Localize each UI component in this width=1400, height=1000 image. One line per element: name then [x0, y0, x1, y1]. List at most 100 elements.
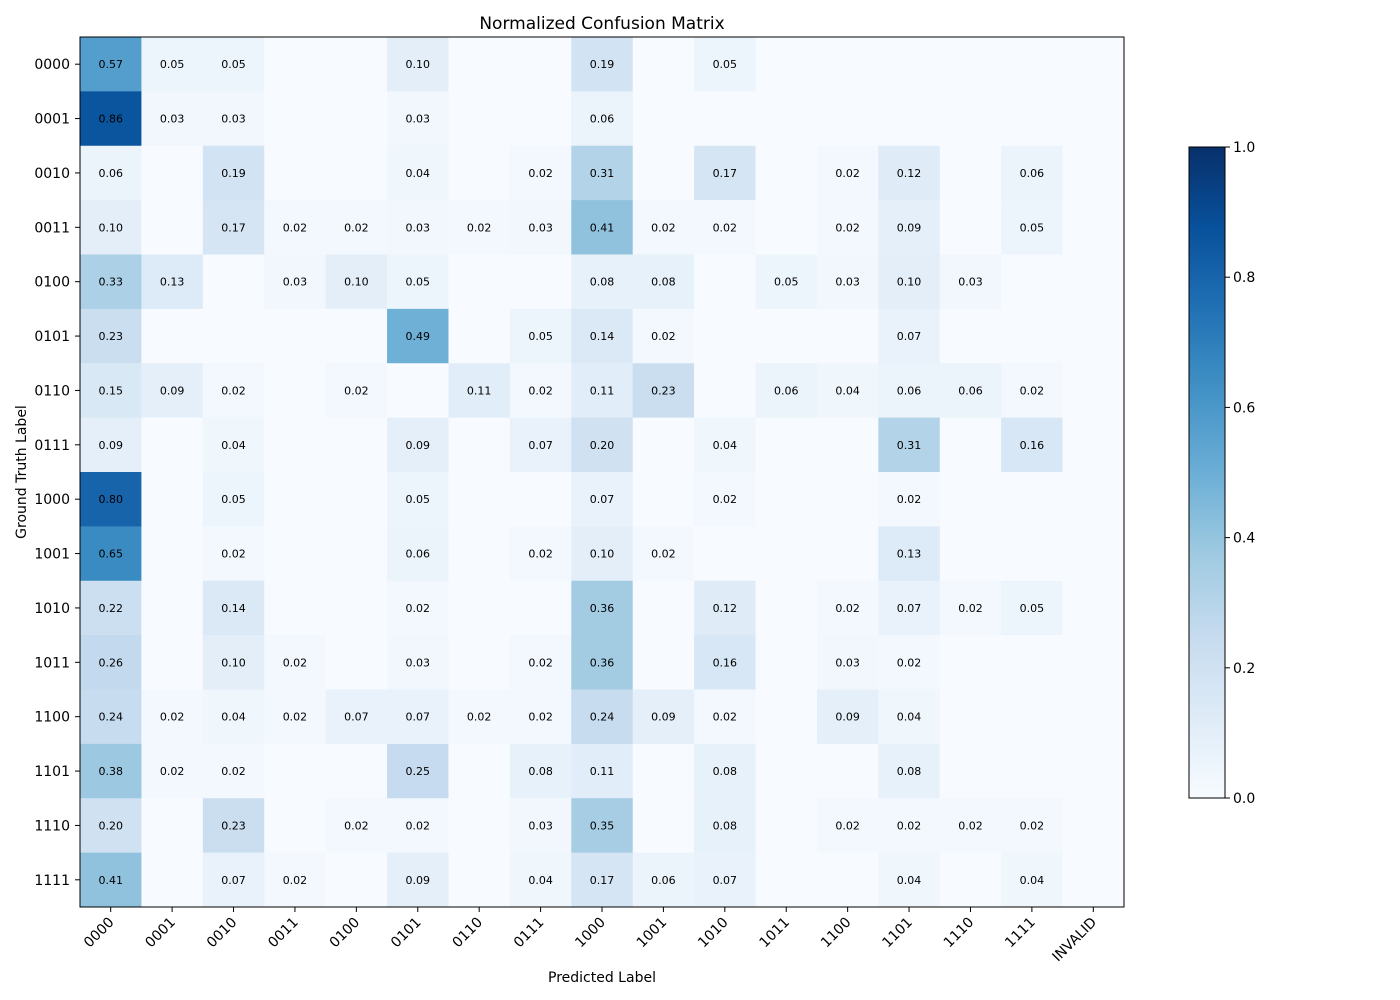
colorbar-tick-label: 0.2 [1233, 661, 1255, 677]
cell-value-label: 0.26 [98, 656, 123, 669]
heatmap-cell [1062, 580, 1125, 636]
cell-value-label: 0.02 [897, 493, 922, 506]
cell-value-label: 0.07 [897, 330, 922, 343]
cell-value-label: 0.03 [958, 276, 983, 289]
x-tick-label: 1000 [572, 915, 609, 952]
heatmap-cell [387, 200, 449, 256]
x-tick-label: 1100 [818, 915, 855, 952]
cell-value-label: 0.04 [406, 167, 431, 180]
heatmap-cell [939, 852, 1002, 908]
heatmap-cell [141, 472, 204, 527]
heatmap-cell [387, 689, 449, 745]
x-tick-label: 0010 [204, 915, 241, 952]
cell-value-label: 0.07 [528, 439, 553, 452]
cell-value-label: 0.04 [713, 439, 738, 452]
cell-value-label: 0.09 [406, 439, 431, 452]
colorbar-tick-label: 0.8 [1233, 270, 1255, 286]
heatmap-cell [878, 145, 941, 201]
heatmap-cell [878, 37, 941, 92]
x-tick-label: 1001 [634, 915, 671, 952]
heatmap-cell [571, 798, 634, 854]
cell-value-label: 0.06 [1020, 167, 1045, 180]
cell-value-label: 0.12 [897, 167, 922, 180]
cell-value-label: 0.06 [98, 167, 123, 180]
heatmap-cell [632, 254, 695, 310]
heatmap-cell [571, 91, 634, 147]
cell-value-label: 0.06 [774, 384, 799, 397]
cell-value-label: 0.38 [98, 765, 123, 778]
y-tick-label: 0000 [34, 57, 70, 73]
y-tick-label: 0101 [34, 329, 70, 345]
heatmap-cell [694, 91, 757, 147]
heatmap-cell [816, 526, 879, 582]
x-tick-label: 1010 [695, 915, 732, 952]
heatmap-cell [509, 526, 572, 582]
heatmap-cell [571, 526, 634, 582]
heatmap-cell [1062, 145, 1125, 201]
heatmap-cell [387, 91, 449, 147]
heatmap-cell [325, 689, 388, 745]
heatmap-cell [202, 852, 265, 908]
cell-value-label: 0.57 [98, 58, 123, 71]
heatmap-cell [1062, 200, 1125, 256]
x-tick-label: 0011 [265, 915, 302, 952]
heatmap-cell [755, 798, 818, 854]
heatmap-cell [141, 526, 204, 582]
heatmap-cell [816, 145, 879, 201]
heatmap-cell [141, 37, 204, 92]
heatmap-cell [571, 254, 634, 310]
heatmap-cell [325, 308, 388, 364]
heatmap-cell [325, 852, 388, 908]
cell-value-label: 0.06 [406, 548, 431, 561]
heatmap-cell [816, 254, 879, 310]
colorbar-tick-label: 0.0 [1233, 791, 1255, 807]
heatmap-cell [571, 37, 634, 92]
heatmap-cell [1001, 580, 1064, 636]
y-tick-label: 0010 [34, 166, 70, 182]
heatmap-cell [571, 852, 634, 908]
cell-value-label: 0.04 [221, 711, 246, 724]
y-tick-label: 1000 [34, 492, 70, 508]
heatmap-cell [202, 689, 265, 745]
heatmap-cell [264, 472, 327, 527]
heatmap-cell [448, 635, 511, 691]
colorbar: 0.0 0.2 0.4 0.6 0.8 1.0 [1188, 140, 1255, 807]
y-tick-label: 1010 [34, 601, 70, 617]
cell-value-label: 0.11 [467, 384, 492, 397]
heatmap-cell [80, 689, 142, 745]
x-tick-label: 1101 [879, 915, 916, 952]
heatmap-cell [632, 37, 695, 92]
heatmap-cell [694, 743, 757, 799]
heatmap-cell [1062, 37, 1125, 92]
colorbar-tick-label: 0.6 [1233, 400, 1255, 416]
cell-value-label: 0.23 [98, 330, 123, 343]
cell-value-label: 0.19 [590, 58, 615, 71]
heatmap-cell [878, 417, 941, 473]
cell-value-label: 0.03 [160, 113, 185, 126]
heatmap-cell [141, 91, 204, 147]
heatmap-cell [448, 689, 511, 745]
heatmap-cell [632, 580, 695, 636]
cell-value-label: 0.02 [1020, 384, 1045, 397]
heatmap-cell [755, 308, 818, 364]
heatmap-cell [387, 635, 449, 691]
heatmap-cell [816, 580, 879, 636]
cell-value-label: 0.08 [713, 765, 738, 778]
heatmap-cell [264, 145, 327, 201]
cell-value-label: 0.11 [590, 765, 615, 778]
heatmap-cell [632, 91, 695, 147]
heatmap-cell [80, 37, 142, 92]
x-axis-label: Predicted Label [548, 970, 656, 986]
heatmap-cell [202, 363, 265, 419]
heatmap-cell [1062, 308, 1125, 364]
cell-value-label: 0.04 [1020, 874, 1045, 887]
cell-value-label: 0.10 [98, 221, 123, 234]
cell-value-label: 0.23 [651, 384, 676, 397]
y-tick-label: 0110 [34, 383, 70, 399]
cell-value-label: 0.05 [1020, 602, 1045, 615]
heatmap-cell [1001, 852, 1064, 908]
heatmap-cell [816, 417, 879, 473]
heatmap-cell [1062, 526, 1125, 582]
cell-value-label: 0.05 [528, 330, 553, 343]
cell-value-label: 0.05 [221, 493, 246, 506]
